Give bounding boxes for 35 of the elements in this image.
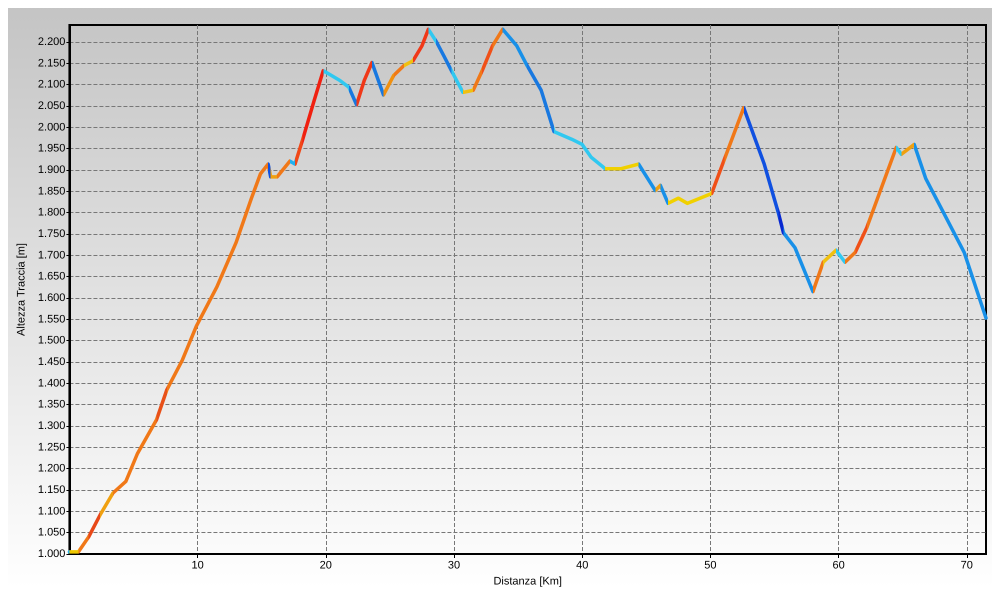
y-tick-label: 1.850 [38, 185, 66, 198]
y-tick-label: 1.700 [38, 249, 66, 262]
x-tick-label: 60 [832, 560, 845, 572]
x-tick-label: 10 [191, 560, 204, 572]
y-tick-label: 1.500 [38, 334, 66, 347]
x-tick-label: 30 [448, 560, 460, 572]
x-tick-label: 50 [704, 560, 717, 572]
x-tick-label: 70 [960, 560, 973, 572]
y-tick-label: 1.750 [38, 228, 66, 240]
y-tick-label: 1.550 [38, 313, 66, 326]
y-tick-label: 1.200 [38, 462, 66, 475]
y-tick-label: 1.350 [38, 398, 66, 411]
y-tick-label: 1.100 [38, 505, 66, 518]
y-tick-label: 2.100 [38, 78, 66, 91]
x-tick-label: 20 [320, 560, 332, 572]
y-tick-label: 1.450 [38, 356, 66, 368]
y-tick-label: 1.150 [38, 484, 66, 496]
y-tick-label: 1.600 [38, 292, 66, 304]
y-tick-label: 1.950 [38, 142, 66, 155]
y-tick-label: 2.150 [38, 57, 66, 70]
y-tick-label: 1.300 [38, 420, 66, 432]
y-tick-label: 2.200 [38, 36, 66, 48]
x-axis-title: Distanza [Km] [493, 576, 562, 588]
y-tick-label: 1.900 [38, 164, 66, 176]
y-tick-label: 1.050 [38, 526, 66, 539]
y-tick-label: 1.650 [38, 270, 66, 283]
y-axis-title: Altezza Traccia [m] [16, 243, 28, 336]
y-tick-label: 1.800 [38, 206, 66, 219]
x-tick-label: 40 [576, 560, 588, 572]
line-series [68, 28, 988, 554]
y-tick-label: 2.000 [38, 121, 66, 134]
y-tick-label: 1.250 [38, 441, 66, 454]
y-tick-label: 1.400 [38, 377, 66, 390]
y-tick-label: 1.000 [38, 548, 66, 560]
y-tick-label: 2.050 [38, 100, 66, 112]
